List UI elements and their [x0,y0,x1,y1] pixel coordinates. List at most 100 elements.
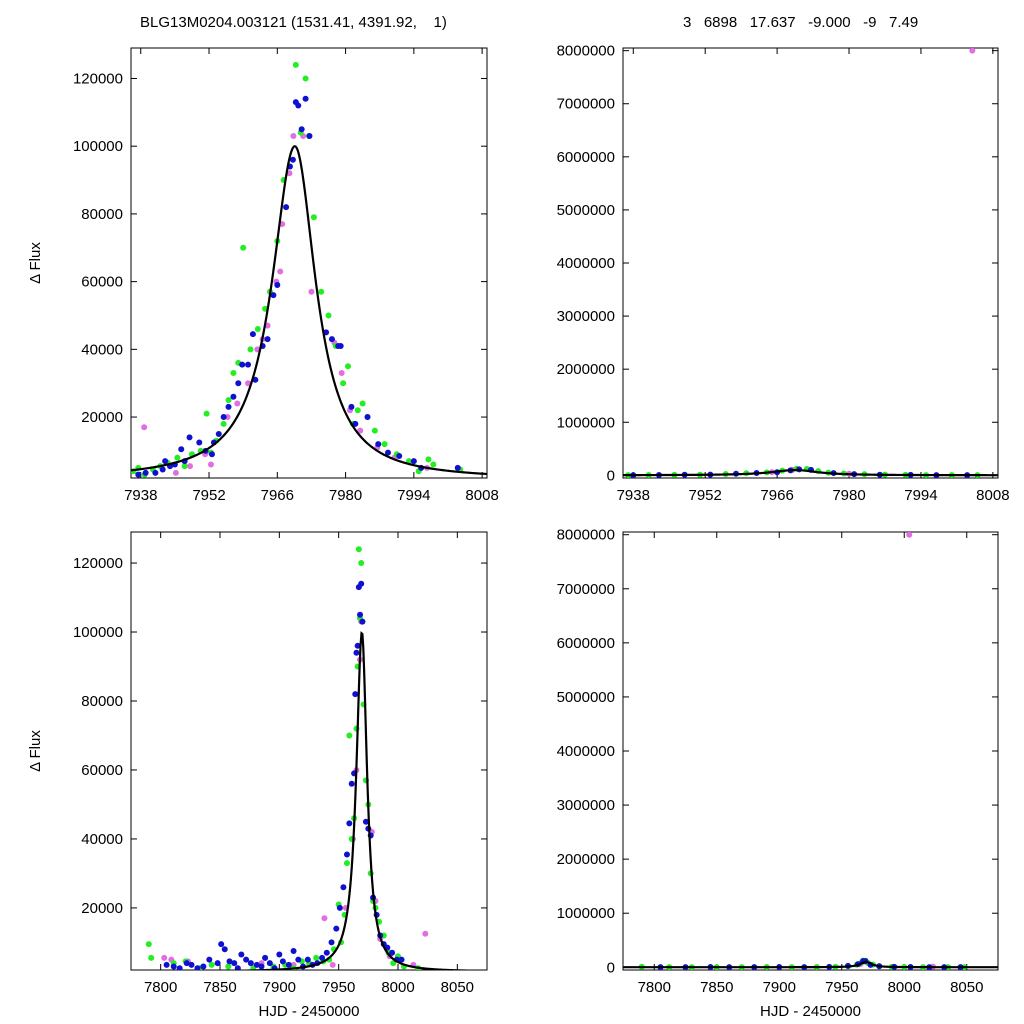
y-tick-label: 100000 [73,624,123,641]
data-point-green [292,61,299,68]
data-point-blue [340,884,347,891]
data-point-blue [357,611,364,618]
y-tick-label: 7000000 [557,96,615,113]
y-tick-label: 80000 [81,206,123,223]
data-point-magenta [172,469,179,476]
y-tick-label: 8000000 [557,527,615,544]
data-point-blue [218,941,225,948]
data-point-green [208,961,215,968]
x-tick-label: 7850 [700,979,733,996]
y-tick-label: 0 [607,467,615,484]
data-point-green [225,397,232,404]
y-tick-label: 0 [607,959,615,976]
data-point-blue [304,956,311,963]
data-point-green [425,456,432,463]
y-tick-label: 20000 [81,900,123,917]
x-tick-label: 7966 [261,487,294,504]
data-points [131,61,487,478]
x-tick-label: 8050 [441,979,474,996]
data-point-blue [238,951,245,958]
data-point-blue [135,471,142,478]
model-curve [203,631,487,970]
x-tick-label: 7994 [397,487,430,504]
data-point-green [430,461,437,468]
data-point-blue [295,956,302,963]
data-point-magenta [308,288,315,295]
data-point-green [174,454,181,461]
data-point-magenta [969,48,976,54]
data-point-blue [253,961,260,968]
y-tick-label: 1000000 [557,905,615,922]
data-point-blue [188,961,195,968]
data-point-magenta [338,370,345,377]
y-axis-label: Δ Flux [27,242,44,284]
data-point-blue [290,948,297,955]
data-point-blue [159,466,166,473]
data-point-magenta [329,961,336,968]
y-tick-label: 1000000 [557,414,615,431]
data-point-blue [398,956,405,963]
data-point-blue [208,451,215,458]
y-tick-label: 2000000 [557,361,615,378]
data-point-blue [336,904,343,911]
y-tick-label: 7000000 [557,581,615,598]
model-curve [623,468,998,477]
model-curve [623,960,998,969]
y-tick-label: 3000000 [557,797,615,814]
y-tick-label: 60000 [81,274,123,291]
y-tick-label: 40000 [81,341,123,358]
model-curve [131,145,487,476]
data-point-blue [385,449,392,456]
data-point-green [359,400,366,407]
data-point-blue [264,336,271,343]
data-point-blue [389,949,396,956]
data-point-blue [319,954,326,961]
data-point-blue [178,446,185,453]
data-point-blue [295,102,302,109]
data-point-blue [285,961,292,968]
data-point-blue [266,960,273,967]
y-tick-label: 120000 [73,70,123,87]
data-point-blue [215,430,222,437]
x-tick-label: 8000 [381,979,414,996]
data-point-magenta [141,424,148,431]
y-tick-label: 3000000 [557,308,615,325]
data-point-blue [333,925,340,932]
x-tick-label: 7950 [825,979,858,996]
data-point-blue [283,204,290,211]
data-point-blue [220,414,227,421]
data-point-blue [162,458,169,465]
data-point-blue [258,963,265,970]
data-point-blue [225,403,232,410]
y-tick-label: 6000000 [557,149,615,166]
data-point-blue [302,95,309,102]
y-tick-label: 4000000 [557,255,615,272]
chart-panel-bottom-left: 7800 7850 7900 7950 8000 8050 20000 40000 60000 8… [27,531,488,1020]
data-point-green [240,244,247,251]
data-point-green [318,288,325,295]
y-tick-label: 80000 [81,693,123,710]
data-point-blue [306,133,313,140]
data-point-green [302,75,309,82]
data-point-magenta [187,463,194,470]
data-point-green [345,363,352,370]
y-tick-label: 8000000 [557,43,615,60]
data-point-magenta [277,268,284,275]
data-point-magenta [422,930,429,937]
data-point-green [371,427,378,434]
y-tick-label: 120000 [73,555,123,572]
data-point-magenta [286,170,293,177]
x-tick-label: 7938 [617,487,650,504]
data-point-blue [276,951,283,958]
data-point-green [310,214,317,221]
data-point-blue [163,961,170,968]
data-point-blue [364,414,371,421]
data-point-green [203,410,210,417]
data-point-blue [274,282,281,289]
x-tick-label: 7900 [763,979,796,996]
x-tick-label: 8008 [976,487,1009,504]
data-point-green [354,407,361,414]
data-point-green [220,420,227,427]
data-point-green [343,860,350,867]
